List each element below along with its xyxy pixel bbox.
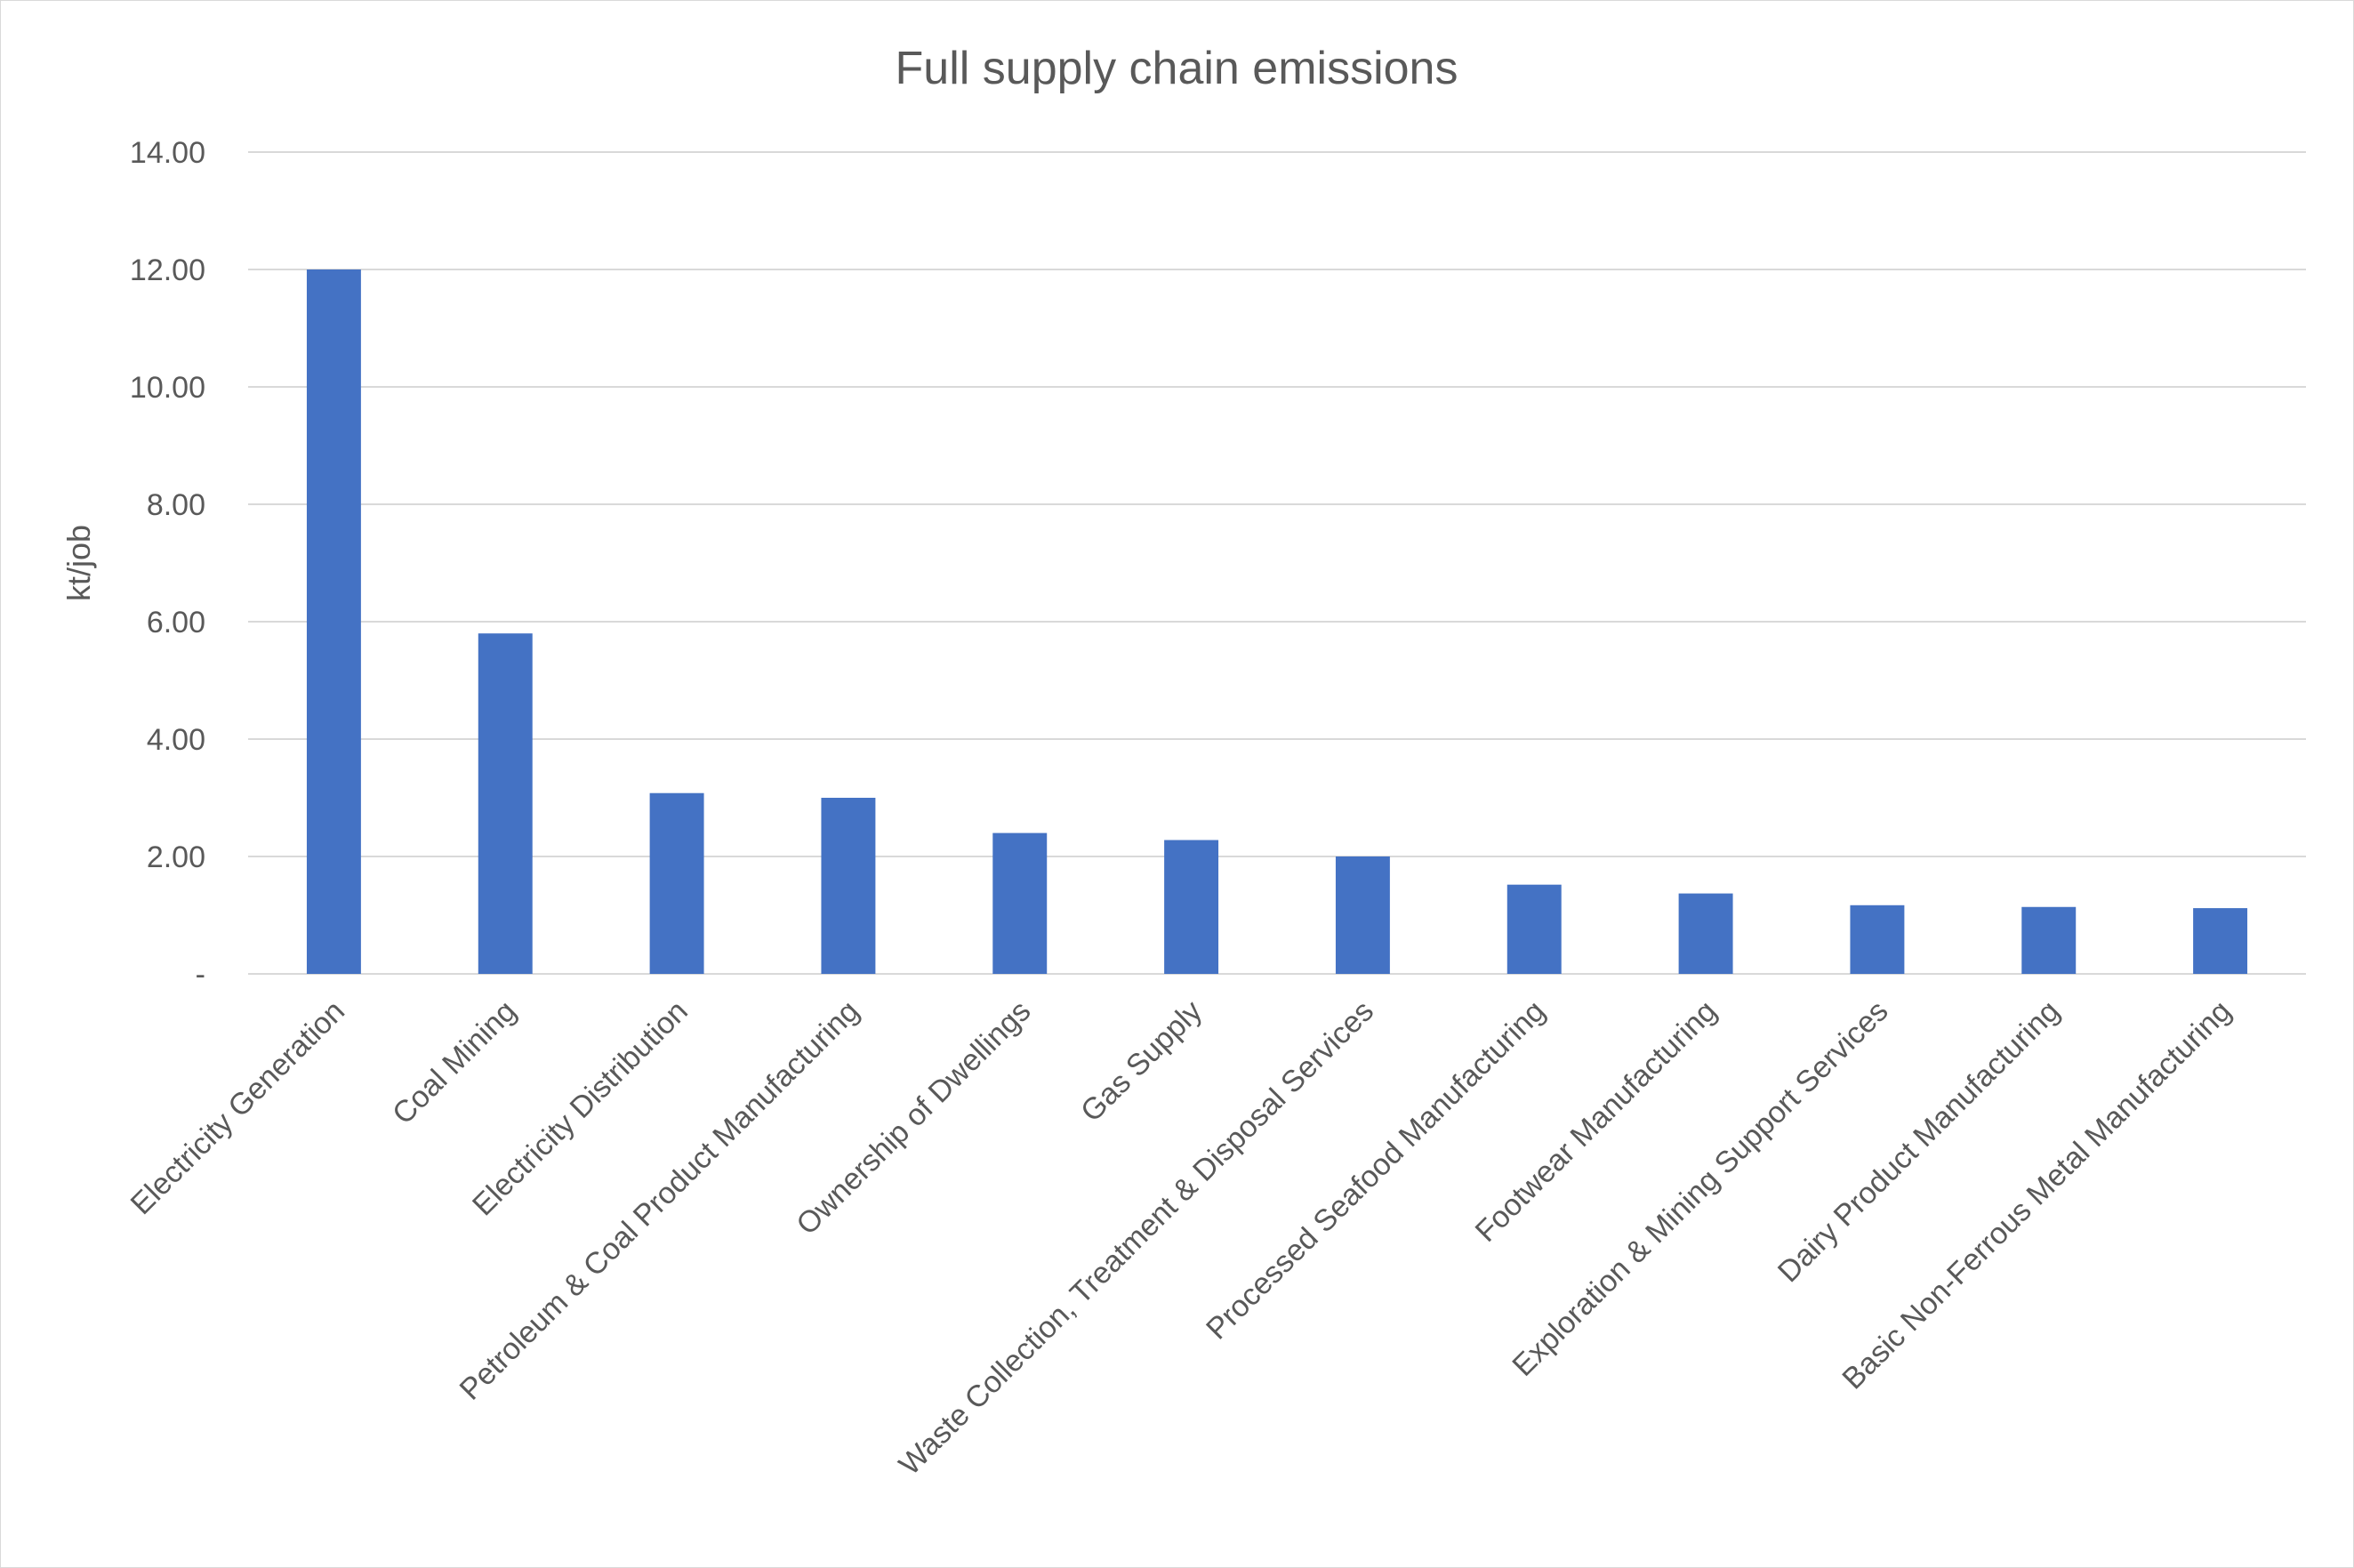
bar xyxy=(2021,906,2077,974)
x-category-label: Exploration & Mining Support Services xyxy=(1506,994,1894,1383)
y-tick-label: 14.00 xyxy=(130,136,205,170)
x-axis-categories: Electricity Generation Coal MiningElectri… xyxy=(125,994,2238,1482)
x-category-label: Processed Seafood Manufacturing xyxy=(1200,994,1552,1347)
bars xyxy=(306,269,2248,974)
y-tick-label: 6.00 xyxy=(147,606,205,639)
y-tick-label: 10.00 xyxy=(130,371,205,405)
y-tick-label: 8.00 xyxy=(147,488,205,522)
bar xyxy=(2193,908,2248,974)
y-tick-label: 12.00 xyxy=(130,253,205,287)
bar xyxy=(1506,884,1562,974)
x-category-label: Gas Supply xyxy=(1074,994,1209,1129)
bar xyxy=(992,832,1048,974)
bar xyxy=(1164,840,1219,974)
x-category-label: Dairy Product Manufacturing xyxy=(1772,994,2067,1290)
bar xyxy=(306,269,361,974)
bar xyxy=(478,633,533,974)
chart-title: Full supply chain emissions xyxy=(896,43,1458,94)
y-tick-label: 4.00 xyxy=(147,723,205,757)
y-tick-label: - xyxy=(196,958,205,992)
bar xyxy=(1335,856,1390,974)
x-category-label: Coal Mining xyxy=(386,994,523,1131)
y-tick-label: 2.00 xyxy=(147,840,205,874)
y-axis-ticks: - 2.00 4.00 6.00 8.00 10.00 12.00 14.00 xyxy=(130,136,205,992)
bar xyxy=(649,792,704,974)
bar xyxy=(1678,893,1733,974)
x-category-label: Electricity Generation xyxy=(125,994,351,1221)
bar xyxy=(821,798,876,974)
y-axis-title: kt/job xyxy=(60,525,97,601)
x-category-label: Petroleum & Coal Product Manufacturing xyxy=(454,994,866,1407)
x-category-label: Basic Non-Ferrous Metal Manufacturing xyxy=(1836,994,2238,1396)
bar xyxy=(1850,905,1905,974)
gridlines xyxy=(248,151,2306,975)
